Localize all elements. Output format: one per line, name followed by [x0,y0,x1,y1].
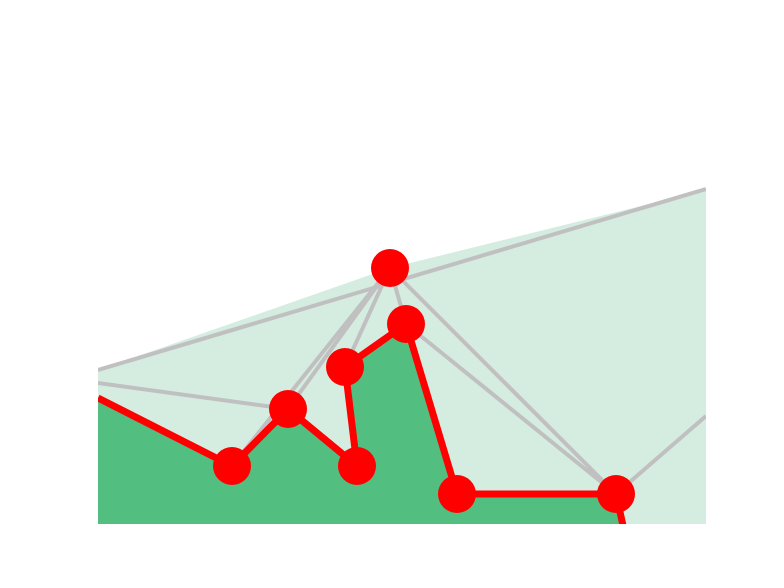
graph-node [338,447,376,485]
node-group [213,249,635,513]
gray-edge [286,266,392,411]
graph-node [213,447,251,485]
gray-edge [388,266,618,496]
left-boundary-line [98,381,289,411]
graph-node [387,305,425,343]
graph-node [371,249,409,287]
graph-node [269,390,307,428]
right-boundary-line [614,414,706,496]
graph-node [597,475,635,513]
gray-edge [404,322,618,496]
graph-node [438,475,476,513]
graph-node [326,348,364,386]
